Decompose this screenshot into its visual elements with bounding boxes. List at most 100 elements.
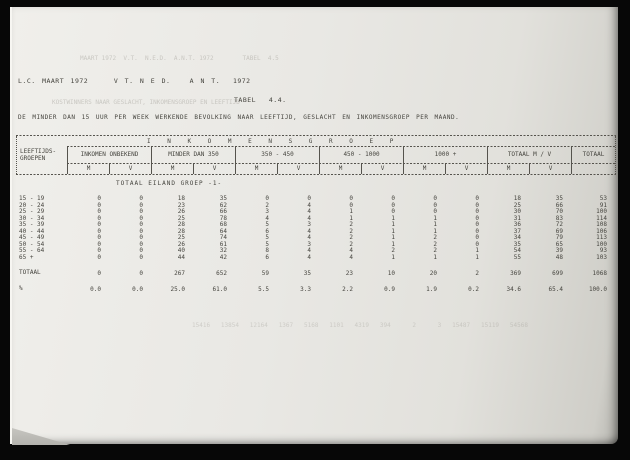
table-cell: 5 [265, 234, 269, 241]
percent-cell: 65.4 [548, 286, 563, 293]
total-cell: 59 [261, 270, 269, 277]
table-cell: 4 [265, 214, 269, 222]
header-divider [67, 163, 615, 164]
stub-spacer [17, 164, 67, 174]
table-cell: 0 [97, 253, 101, 261]
table-cell: 64 [219, 227, 227, 235]
sex-column-header: M [235, 164, 277, 174]
table-cell: 1 [433, 227, 437, 235]
table-cell: 31 [513, 214, 521, 222]
table-cell: 4 [307, 201, 311, 209]
table-cell: 0 [139, 247, 143, 254]
sex-column-header: M [319, 164, 361, 174]
table-cell: 1 [391, 234, 395, 241]
percent-cell: 0.0 [132, 286, 143, 293]
table-cell: 0 [475, 208, 479, 215]
table-cell: 4 [307, 247, 311, 254]
table-cell: 0 [475, 201, 479, 209]
table-cell: 0 [349, 201, 353, 209]
percent-cell: 3.3 [300, 286, 311, 293]
group-header-row: INKOMEN ONBEKEND MINDER DAN 350 350 - 450 4… [17, 147, 615, 163]
total-cell: 267 [174, 270, 185, 277]
table-border-top [16, 135, 616, 136]
table-row: 35 - 39 0 0 28 68 5 3 2 1 1 0 36 72 108 [16, 221, 616, 229]
table-cell: 0 [97, 214, 101, 222]
table-cell: 0 [139, 221, 143, 228]
percent-cell: 5.5 [258, 286, 269, 293]
table-cell: 0 [139, 240, 143, 248]
total-cell: 35 [303, 270, 311, 277]
table-cell: 0 [391, 208, 395, 215]
table-cell: 1 [391, 227, 395, 235]
table-cell: 0 [139, 214, 143, 222]
sex-column-header: V [529, 164, 571, 174]
table-row: 20 - 24 0 0 23 62 2 4 0 0 0 0 25 66 91 [16, 201, 616, 210]
table-number: TABEL 4.4. [234, 96, 287, 104]
total-cell: 10 [387, 270, 395, 277]
stub-header: LEEFTIJDS- GROEPEN [20, 148, 56, 162]
table-cell: 2 [433, 240, 437, 248]
age-group-label: 30 - 34 [19, 214, 45, 222]
total-cell: 699 [552, 270, 563, 277]
table-cell: 0 [97, 234, 101, 241]
scanned-page: MAART 1972 V.T. N.E.D. A.N.T. 1972 TABEL… [10, 7, 618, 445]
table-cell: 106 [596, 227, 607, 235]
table-cell: 0 [139, 195, 143, 202]
table-border-bottom [16, 174, 616, 175]
percent-cell: 61.0 [212, 286, 227, 293]
table-cell: 25 [513, 201, 521, 209]
income-group-header: TOTAAL [571, 147, 615, 163]
table-row: 30 - 34 0 0 25 78 4 4 1 1 1 0 31 83 114 [16, 214, 616, 223]
total-row: TOTAAL 0 0 267 652 59 35 23 10 20 2 369 699 1068 [16, 269, 616, 278]
table-cell: 4 [307, 227, 311, 235]
table-cell: 74 [219, 234, 227, 241]
table-cell: 91 [599, 201, 607, 209]
table-cell: 6 [265, 253, 269, 261]
table-cell: 55 [513, 253, 521, 261]
table-cell: 32 [219, 247, 227, 254]
total-cell: 20 [429, 270, 437, 277]
table-cell: 0 [475, 195, 479, 202]
table-header-box: LEEFTIJDS- GROEPEN I N K O M E N S G R O… [16, 136, 616, 174]
table-cell: 4 [307, 208, 311, 215]
percent-cell: 0.2 [468, 286, 479, 293]
stub-header-line2: GROEPEN [20, 155, 46, 162]
age-group-label: 45 - 49 [19, 234, 45, 241]
table-cell: 4 [307, 253, 311, 261]
table-cell: 3 [307, 240, 311, 248]
total-cell: 1068 [592, 270, 607, 277]
header-divider [67, 146, 615, 147]
table-cell: 0 [97, 201, 101, 209]
age-group-label: 20 - 24 [19, 201, 45, 209]
table-cell: 0 [433, 201, 437, 209]
percent-cell: 2.2 [342, 286, 353, 293]
table-cell: 35 [219, 195, 227, 202]
percent-cell: 0.9 [384, 286, 395, 293]
table-row: 55 - 64 0 0 40 32 8 4 4 2 2 1 54 39 93 [16, 247, 616, 255]
table-cell: 1 [391, 221, 395, 228]
statistics-table: LEEFTIJDS- GROEPEN I N K O M E N S G R O… [16, 135, 616, 294]
percent-cell: 1.9 [426, 286, 437, 293]
sex-column-header: M [151, 164, 193, 174]
table-cell: 4 [349, 253, 353, 261]
table-cell: 2 [265, 201, 269, 209]
table-cell: 72 [555, 221, 563, 228]
table-cell: 26 [177, 240, 185, 248]
table-cell: 2 [349, 221, 353, 228]
table-cell: 2 [433, 234, 437, 241]
table-cell: 0 [97, 208, 101, 215]
table-row: 50 - 54 0 0 26 61 5 3 2 1 2 0 35 65 100 [16, 240, 616, 249]
percent-row: % 0.0 0.0 25.0 61.0 5.5 3.3 2.2 0.9 1.9 0.2 34.6 65.… [16, 285, 616, 294]
table-cell: 35 [513, 240, 521, 248]
table-cell: 61 [219, 240, 227, 248]
table-cell: 0 [391, 201, 395, 209]
table-subtitle: TOTAAL EILAND GROEP -1- [116, 180, 223, 187]
table-cell: 93 [599, 247, 607, 254]
sex-column-header: V [445, 164, 487, 174]
age-group-label: 65 + [19, 253, 34, 261]
percent-cell: 34.6 [506, 286, 521, 293]
table-cell: 44 [177, 253, 185, 261]
table-cell: 1 [475, 253, 479, 261]
row-label: TOTAAL [19, 269, 41, 276]
table-cell: 0 [97, 247, 101, 254]
